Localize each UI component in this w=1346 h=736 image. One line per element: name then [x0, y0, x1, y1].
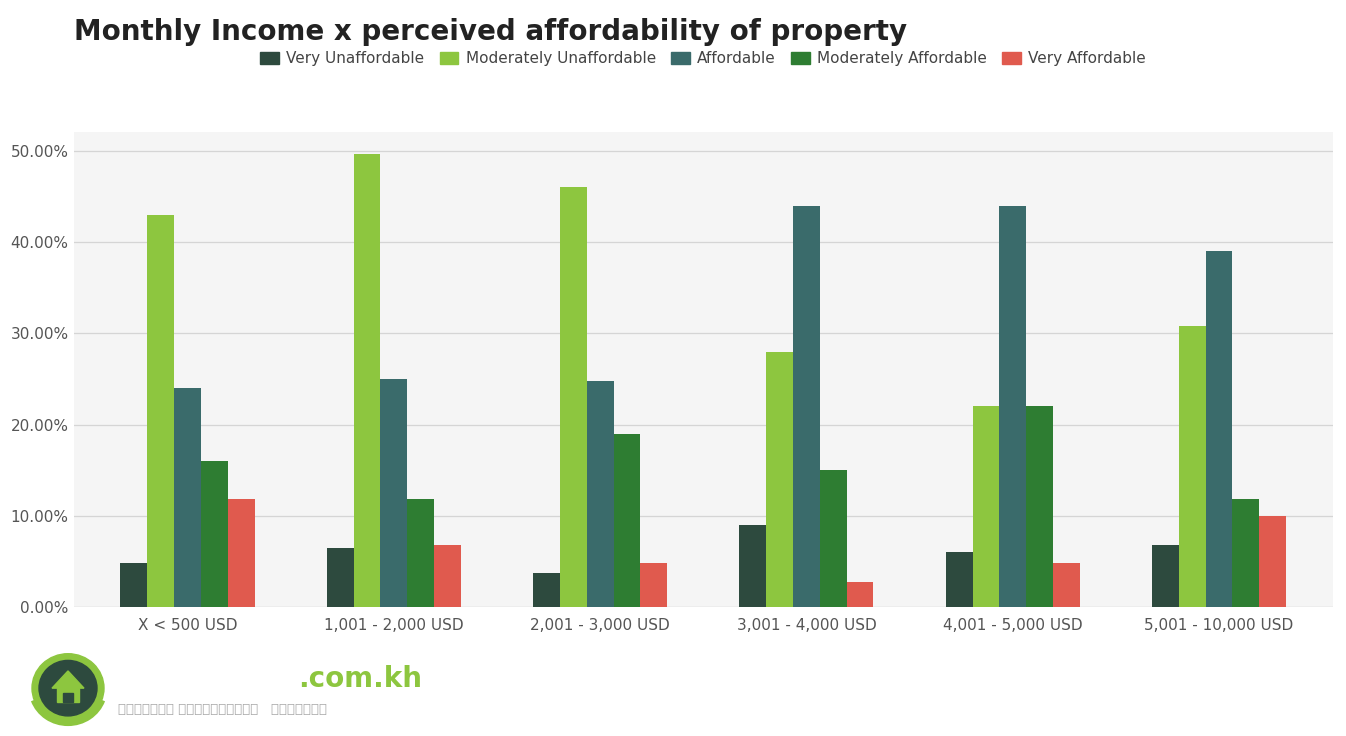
Bar	[1206, 251, 1233, 607]
Bar	[973, 406, 999, 607]
Bar	[533, 573, 560, 607]
Polygon shape	[63, 693, 73, 701]
Text: .com.kh: .com.kh	[297, 665, 423, 693]
Polygon shape	[52, 671, 83, 688]
Bar	[1026, 406, 1053, 607]
Bar	[820, 470, 847, 607]
Bar	[120, 563, 147, 607]
Bar	[560, 187, 587, 607]
Bar	[201, 461, 227, 607]
Bar	[408, 500, 433, 607]
Bar	[641, 563, 668, 607]
Text: កោះរំដំ អចលនទ្រព្យ   柬埔寨房地产网: កោះរំដំ អចលនទ្រព្យ 柬埔寨房地产网	[118, 703, 327, 715]
Bar	[174, 388, 201, 607]
Bar	[999, 205, 1026, 607]
Bar	[946, 553, 973, 607]
Circle shape	[32, 654, 104, 723]
Bar	[793, 205, 820, 607]
Bar	[433, 545, 460, 607]
Bar	[1152, 545, 1179, 607]
Bar	[1053, 563, 1079, 607]
Bar	[147, 215, 174, 607]
Circle shape	[39, 660, 97, 716]
Bar	[327, 548, 354, 607]
Text: Monthly Income x perceived affordability of property: Monthly Income x perceived affordability…	[74, 18, 907, 46]
Bar	[381, 379, 408, 607]
Bar	[227, 500, 254, 607]
Bar	[739, 525, 766, 607]
Text: realestate: realestate	[118, 665, 279, 693]
Bar	[1233, 500, 1260, 607]
Bar	[1179, 326, 1206, 607]
Bar	[847, 581, 874, 607]
Bar	[614, 434, 641, 607]
Legend: Very Unaffordable, Moderately Unaffordable, Affordable, Moderately Affordable, V: Very Unaffordable, Moderately Unaffordab…	[254, 45, 1152, 72]
Polygon shape	[57, 688, 79, 701]
Bar	[587, 381, 614, 607]
Bar	[1260, 516, 1287, 607]
Bar	[354, 155, 381, 607]
Bar	[766, 352, 793, 607]
